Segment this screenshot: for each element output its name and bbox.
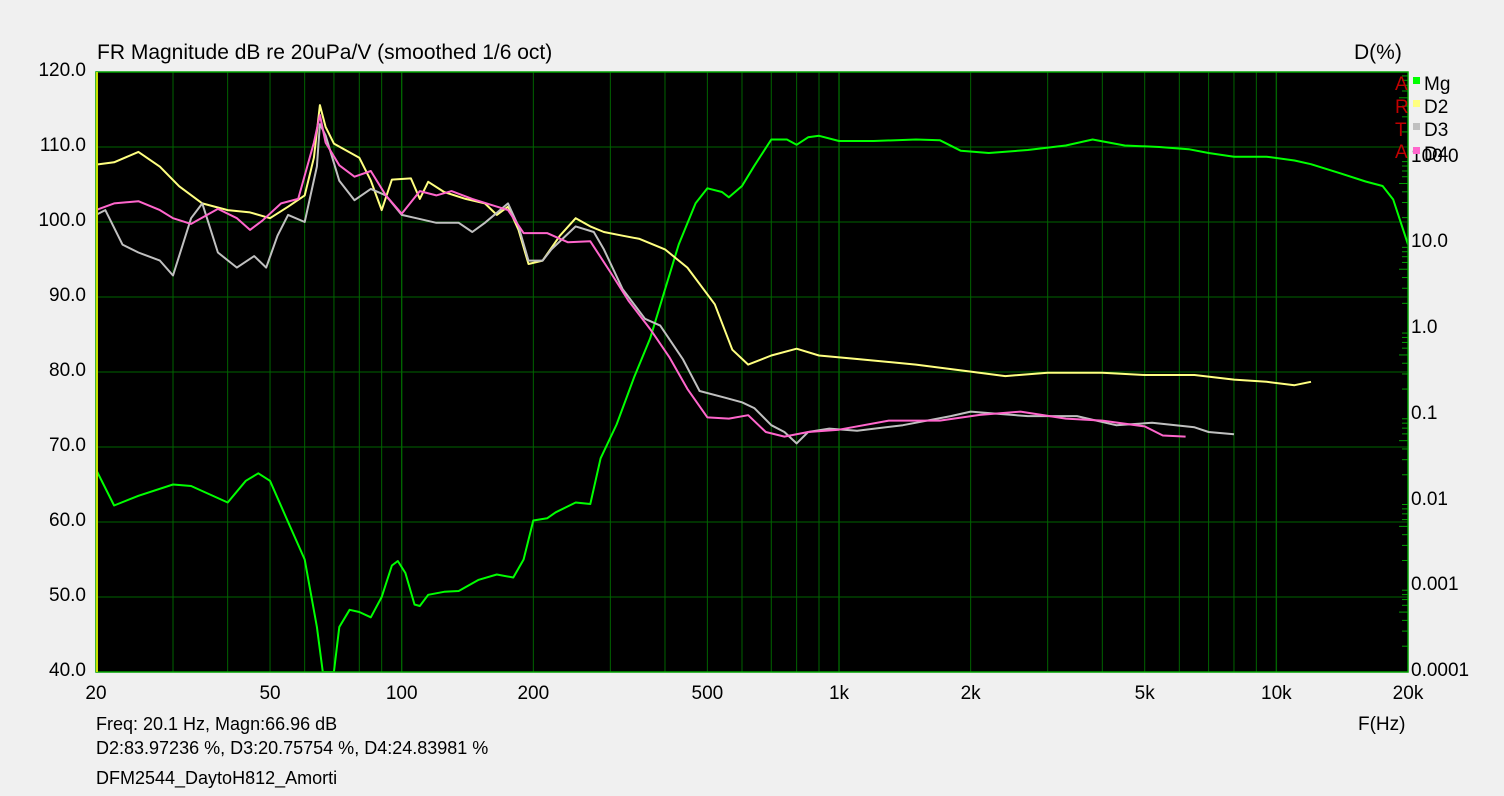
y-tick-label: 40.0 — [49, 660, 86, 681]
legend-item-mg[interactable]: Mg — [1413, 74, 1450, 96]
x-tick-label: 100 — [385, 683, 418, 704]
curve-d4 — [96, 114, 1186, 438]
y-right-tick-label: 10.0 — [1411, 231, 1448, 253]
x-tick-label: 200 — [517, 683, 550, 704]
grid-lines — [96, 72, 1408, 672]
legend-label: D2 — [1424, 97, 1449, 118]
chart-title: FR Magnitude dB re 20uPa/V (smoothed 1/6… — [97, 41, 553, 64]
watermark-letter: T — [1395, 120, 1407, 141]
legend-item-d3[interactable]: D3 — [1413, 120, 1448, 142]
y-tick-label: 90.0 — [49, 285, 86, 306]
x-tick-label: 50 — [259, 683, 281, 704]
curve-d3 — [96, 123, 1235, 445]
y-tick-label: 70.0 — [49, 435, 86, 456]
watermark-letter: A — [1395, 74, 1408, 95]
right-axis-label: D(%) — [1354, 41, 1402, 64]
legend-label: D3 — [1424, 120, 1449, 141]
x-tick-label: 500 — [691, 683, 724, 704]
y-tick-label: 100.0 — [38, 210, 86, 231]
legend-label: Mg — [1424, 74, 1451, 95]
legend-swatch-icon — [1413, 122, 1420, 130]
watermark-letter: A — [1395, 142, 1408, 163]
cursor-readout-distortion: D2:83.97236 %, D3:20.75754 %, D4:24.8398… — [96, 738, 489, 758]
y-right-tick-label: 1.0 — [1411, 317, 1438, 339]
y-right-tick-label: 0.01 — [1411, 488, 1448, 510]
y-tick-label: 60.0 — [49, 510, 86, 531]
y-tick-label: 120.0 — [38, 60, 86, 81]
x-tick-label: 1k — [828, 683, 850, 704]
legend-item-d2[interactable]: D2 — [1413, 97, 1448, 119]
legend-swatch-icon — [1413, 146, 1420, 154]
x-tick-label: 2k — [960, 683, 981, 704]
right-axis-minor-ticks — [1399, 75, 1408, 647]
y-right-tick-label: 0.0001 — [1411, 660, 1470, 681]
legend-label: D4 — [1424, 144, 1449, 165]
y-right-tick-label: 0.001 — [1411, 574, 1459, 596]
measurement-filename: DFM2544_DaytoH812_Amorti — [96, 768, 338, 788]
y-tick-label: 50.0 — [49, 585, 86, 606]
legend-item-d4[interactable]: D4 — [1413, 144, 1448, 166]
x-tick-label: 20k — [1392, 683, 1424, 704]
curve-mg — [96, 134, 1408, 672]
y-tick-label: 110.0 — [39, 135, 86, 156]
watermark-letter: R — [1395, 97, 1409, 118]
y-right-tick-label: 100.0 — [1411, 145, 1459, 167]
cursor-readout-freq: Freq: 20.1 Hz, Magn:66.96 dB — [96, 714, 338, 734]
x-axis-label: F(Hz) — [1358, 714, 1406, 735]
y-right-tick-label: 0.1 — [1411, 402, 1438, 424]
x-tick-label: 5k — [1134, 683, 1155, 704]
curves — [96, 104, 1408, 672]
legend-swatch-icon — [1413, 99, 1420, 107]
x-tick-label: 10k — [1261, 683, 1292, 704]
legend-swatch-icon — [1413, 76, 1420, 84]
x-tick-label: 20 — [85, 683, 107, 704]
y-tick-label: 80.0 — [49, 360, 86, 381]
